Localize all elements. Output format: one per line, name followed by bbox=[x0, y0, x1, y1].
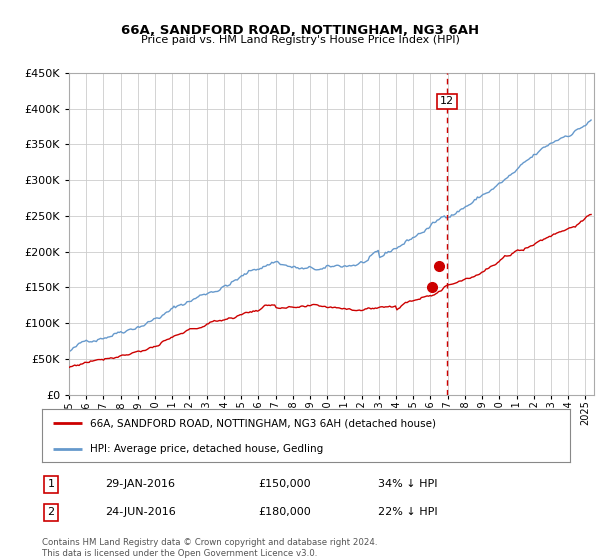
Text: Contains HM Land Registry data © Crown copyright and database right 2024.
This d: Contains HM Land Registry data © Crown c… bbox=[42, 538, 377, 558]
Text: £150,000: £150,000 bbox=[258, 479, 311, 489]
Text: 1: 1 bbox=[47, 479, 55, 489]
Text: 24-JUN-2016: 24-JUN-2016 bbox=[105, 507, 176, 517]
Text: 66A, SANDFORD ROAD, NOTTINGHAM, NG3 6AH: 66A, SANDFORD ROAD, NOTTINGHAM, NG3 6AH bbox=[121, 24, 479, 37]
Text: 29-JAN-2016: 29-JAN-2016 bbox=[105, 479, 175, 489]
Text: 34% ↓ HPI: 34% ↓ HPI bbox=[378, 479, 437, 489]
Text: HPI: Average price, detached house, Gedling: HPI: Average price, detached house, Gedl… bbox=[89, 444, 323, 454]
Text: 2: 2 bbox=[47, 507, 55, 517]
Text: Price paid vs. HM Land Registry's House Price Index (HPI): Price paid vs. HM Land Registry's House … bbox=[140, 35, 460, 45]
Text: 12: 12 bbox=[440, 96, 454, 106]
Text: 22% ↓ HPI: 22% ↓ HPI bbox=[378, 507, 437, 517]
Text: £180,000: £180,000 bbox=[258, 507, 311, 517]
Text: 66A, SANDFORD ROAD, NOTTINGHAM, NG3 6AH (detached house): 66A, SANDFORD ROAD, NOTTINGHAM, NG3 6AH … bbox=[89, 418, 436, 428]
